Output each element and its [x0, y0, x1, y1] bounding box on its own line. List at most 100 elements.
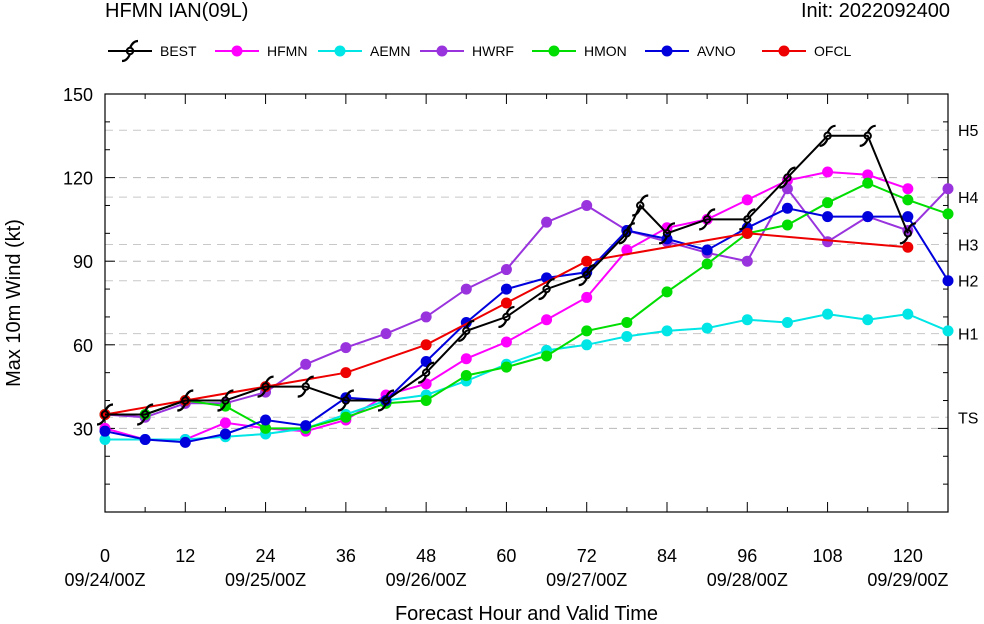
- legend-item-aemn: AEMN: [318, 43, 410, 59]
- category-label: H4: [958, 190, 979, 207]
- data-point-ofcl: [500, 297, 512, 309]
- data-point-hfmn: [219, 417, 231, 429]
- data-point-hwrf: [460, 283, 472, 295]
- legend-marker: [334, 45, 346, 57]
- data-point-aemn: [581, 339, 593, 351]
- series-line-hwrf: [104, 186, 949, 419]
- data-point-avno: [942, 275, 954, 287]
- best-track-point: [859, 124, 876, 147]
- data-point-hwrf: [420, 311, 432, 323]
- init-time: Init: 2022092400: [800, 0, 950, 22]
- best-track-point: [96, 403, 114, 426]
- hurricane-arm: [121, 53, 132, 63]
- series-aemn: [99, 308, 954, 446]
- data-point-hmon: [822, 197, 834, 209]
- hurricane-arm: [779, 180, 789, 189]
- hurricane-arm: [699, 221, 709, 231]
- x-tick-label: 84: [657, 546, 677, 566]
- legend-label: BEST: [160, 43, 197, 59]
- best-track-point: [177, 389, 194, 412]
- hurricane-arm: [384, 389, 395, 398]
- hurricane-arm: [639, 194, 649, 203]
- best-track-point: [819, 124, 836, 147]
- hurricane-arm: [498, 319, 508, 329]
- series-line-hmon: [105, 182, 949, 430]
- legend-label: HFMN: [267, 43, 307, 59]
- hurricane-arm: [224, 389, 234, 398]
- hurricane-arm: [706, 208, 716, 217]
- data-point-hwrf: [741, 255, 753, 267]
- legend-item-ofcl: OFCL: [762, 43, 852, 59]
- data-point-avno: [179, 436, 191, 448]
- plot-frame: [104, 93, 949, 513]
- data-point-avno: [902, 211, 914, 223]
- data-point-aemn: [621, 330, 633, 342]
- y-tick-label: 120: [63, 169, 93, 189]
- legend-label: HWRF: [472, 43, 514, 59]
- hurricane-arm: [184, 389, 194, 398]
- hurricane-arm: [632, 208, 642, 217]
- x-tick-label: 24: [256, 546, 276, 566]
- hurricane-arm: [786, 166, 796, 176]
- axes: 30 60 90 120 150 0 12 24 36 48 60 72 84 96 108 120 09/24…: [63, 85, 949, 590]
- hurricane-arm: [658, 235, 669, 245]
- data-point-hmon: [781, 219, 793, 231]
- legend-label: HMON: [584, 43, 627, 59]
- x-date-label: 09/24/00Z: [64, 570, 145, 590]
- legend-marker: [661, 45, 673, 57]
- data-point-hmon: [581, 325, 593, 337]
- hurricane-arm: [538, 291, 548, 301]
- hurricane-arm: [418, 375, 428, 384]
- hurricane-arm: [304, 375, 314, 385]
- legend-item-hmon: HMON: [532, 43, 627, 59]
- hurricane-arm: [264, 375, 274, 385]
- x-date-label: 09/29/00Z: [867, 570, 948, 590]
- legend-label: OFCL: [814, 43, 852, 59]
- x-tick-label: 108: [813, 546, 843, 566]
- data-point-hfmn: [541, 314, 553, 326]
- series-layer: [96, 124, 954, 448]
- data-point-hmon: [902, 194, 914, 206]
- hurricane-arm: [585, 264, 595, 273]
- x-tick-label: 120: [893, 546, 923, 566]
- data-point-avno: [99, 425, 111, 437]
- hurricane-arm: [625, 222, 635, 231]
- best-track-point: [337, 389, 354, 412]
- y-tick-label: 60: [73, 336, 93, 356]
- best-track-point: [297, 375, 314, 398]
- hurricane-arm: [746, 208, 756, 217]
- hurricane-arm: [618, 235, 628, 245]
- data-point-hwrf: [541, 216, 553, 228]
- hurricane-arm: [866, 124, 876, 134]
- y-axis-label: Max 10m Wind (kt): [3, 219, 25, 387]
- hurricane-arm: [297, 389, 307, 398]
- legend-marker: [231, 45, 243, 57]
- data-point-hmon: [420, 395, 432, 407]
- best-track-point: [578, 264, 595, 287]
- data-point-hmon: [862, 177, 874, 189]
- data-point-hmon: [701, 258, 713, 270]
- category-label: TS: [958, 410, 978, 427]
- data-point-avno: [862, 211, 874, 223]
- x-date-label: 09/27/00Z: [546, 570, 627, 590]
- legend-marker: [778, 45, 790, 57]
- data-point-hfmn: [581, 291, 593, 303]
- x-tick-label: 60: [496, 546, 516, 566]
- chart-title: HFMN IAN(09L): [105, 0, 249, 22]
- best-track-point: [699, 208, 716, 231]
- data-point-hfmn: [460, 353, 472, 365]
- legend-item-hfmn: HFMN: [215, 43, 307, 59]
- category-label: H1: [958, 327, 979, 344]
- best-track-point: [458, 319, 475, 342]
- x-date-label: 09/25/00Z: [225, 570, 306, 590]
- hurricane-arm: [128, 39, 139, 49]
- hurricane-arm: [103, 403, 114, 412]
- data-point-ofcl: [902, 241, 914, 253]
- data-point-ofcl: [581, 255, 593, 267]
- hurricane-arm: [137, 417, 147, 426]
- data-point-hmon: [260, 422, 272, 434]
- best-track-point: [217, 389, 234, 412]
- legend-marker: [548, 45, 560, 57]
- data-point-avno: [219, 428, 231, 440]
